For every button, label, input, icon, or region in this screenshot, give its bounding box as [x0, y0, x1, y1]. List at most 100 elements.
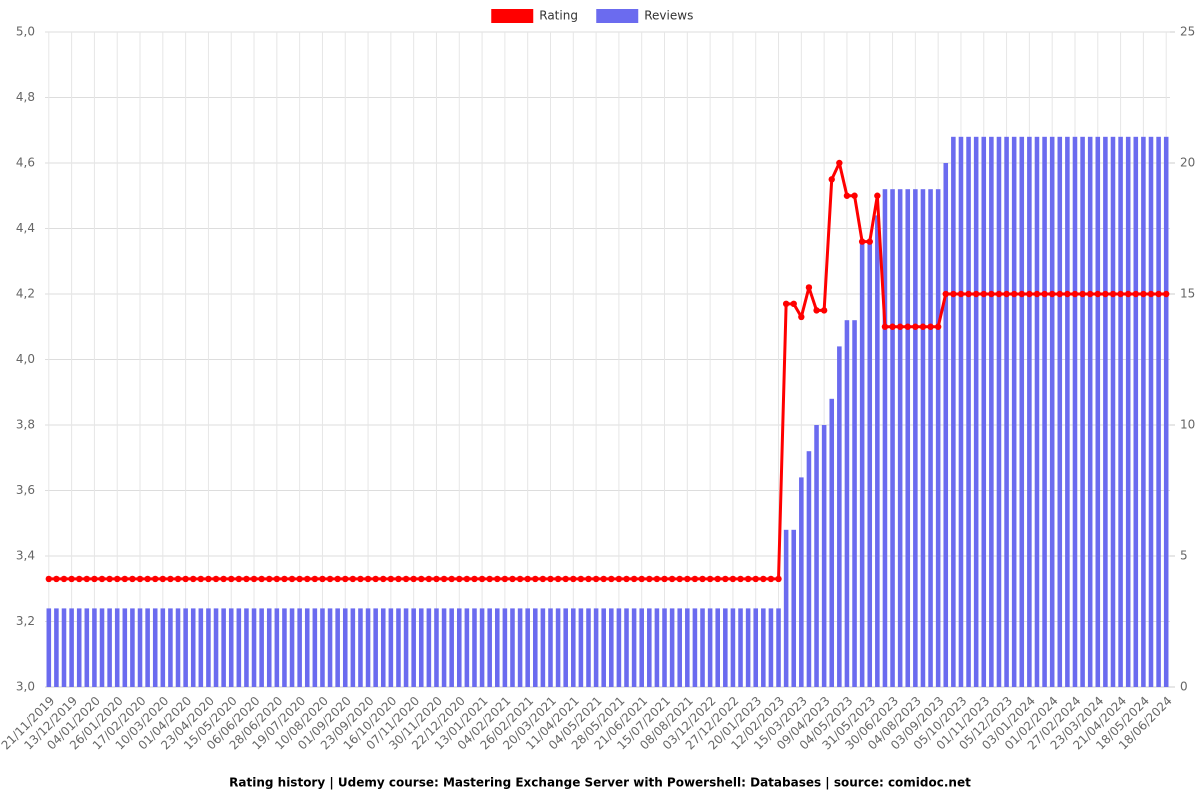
- bar: [259, 608, 264, 687]
- bar: [669, 608, 675, 687]
- bar: [593, 608, 599, 687]
- point: [1140, 290, 1147, 298]
- point: [828, 176, 835, 183]
- y2-tick-label: 0: [1180, 680, 1188, 694]
- point: [60, 575, 68, 583]
- point: [866, 238, 873, 245]
- point: [501, 575, 509, 583]
- legend-swatch: [596, 9, 639, 23]
- point: [136, 575, 144, 583]
- y2-tick-label: 15: [1180, 287, 1195, 301]
- bar: [244, 608, 249, 687]
- point: [965, 290, 972, 298]
- point: [562, 575, 569, 583]
- bar: [692, 608, 698, 687]
- point: [661, 575, 668, 583]
- point: [524, 575, 531, 583]
- bar: [107, 608, 112, 687]
- point: [121, 575, 129, 583]
- bar: [426, 608, 432, 687]
- bar: [996, 136, 1002, 688]
- bar: [1080, 136, 1085, 688]
- point: [744, 575, 752, 583]
- point: [1147, 290, 1155, 298]
- point: [159, 575, 167, 583]
- bar: [631, 608, 637, 687]
- point: [760, 575, 767, 583]
- bar: [1049, 136, 1055, 688]
- bar: [920, 189, 926, 687]
- bar: [685, 608, 690, 687]
- point: [1079, 290, 1086, 298]
- point: [836, 159, 843, 167]
- bar: [1095, 136, 1101, 688]
- bar: [388, 608, 394, 687]
- point: [691, 575, 699, 583]
- legend-label: Reviews: [644, 9, 693, 23]
- point: [1048, 290, 1056, 298]
- bar: [837, 346, 842, 687]
- y-tick-label: 3,0: [16, 680, 35, 694]
- bar: [76, 608, 82, 687]
- point: [532, 575, 539, 583]
- point: [539, 575, 547, 583]
- bar: [715, 608, 720, 687]
- bar: [601, 608, 606, 687]
- point: [258, 575, 265, 583]
- point: [486, 575, 493, 583]
- point: [889, 323, 896, 330]
- bar: [662, 608, 667, 687]
- point: [858, 238, 866, 245]
- point: [714, 575, 721, 583]
- bar: [206, 608, 211, 687]
- point: [182, 575, 189, 583]
- point: [152, 575, 159, 583]
- point: [684, 575, 691, 583]
- point: [380, 575, 387, 583]
- point: [874, 192, 881, 199]
- bar: [738, 608, 743, 687]
- point: [896, 323, 904, 330]
- bar: [183, 608, 188, 687]
- point: [1102, 290, 1109, 298]
- legend-label: Rating: [539, 9, 578, 23]
- bar: [472, 608, 477, 687]
- bar: [1087, 136, 1093, 688]
- point: [957, 290, 965, 298]
- bar: [487, 608, 492, 687]
- point: [319, 575, 326, 583]
- bar: [1042, 136, 1047, 688]
- bar: [517, 608, 523, 687]
- bar: [989, 136, 994, 688]
- bar: [928, 189, 933, 687]
- point: [197, 575, 205, 583]
- bar: [236, 608, 242, 687]
- point: [805, 284, 813, 291]
- bar: [479, 608, 485, 687]
- bar: [145, 608, 150, 687]
- point: [395, 575, 402, 583]
- point: [418, 575, 425, 583]
- bar: [951, 136, 956, 688]
- point: [927, 323, 934, 330]
- point: [668, 575, 676, 583]
- bar: [799, 477, 804, 687]
- point: [699, 575, 706, 583]
- bar: [61, 608, 67, 687]
- y-tick-label: 3,6: [16, 483, 35, 497]
- bar: [791, 529, 797, 687]
- point: [273, 575, 281, 583]
- point: [144, 575, 151, 583]
- point: [342, 575, 349, 583]
- point: [167, 575, 174, 583]
- point: [250, 575, 258, 583]
- bar: [190, 608, 196, 687]
- y-tick-label: 4,4: [16, 221, 35, 235]
- point: [653, 575, 661, 583]
- bar: [84, 608, 90, 687]
- point: [463, 575, 471, 583]
- point: [1064, 290, 1071, 298]
- bar: [1125, 136, 1131, 688]
- point: [1071, 290, 1079, 298]
- bar: [586, 608, 591, 687]
